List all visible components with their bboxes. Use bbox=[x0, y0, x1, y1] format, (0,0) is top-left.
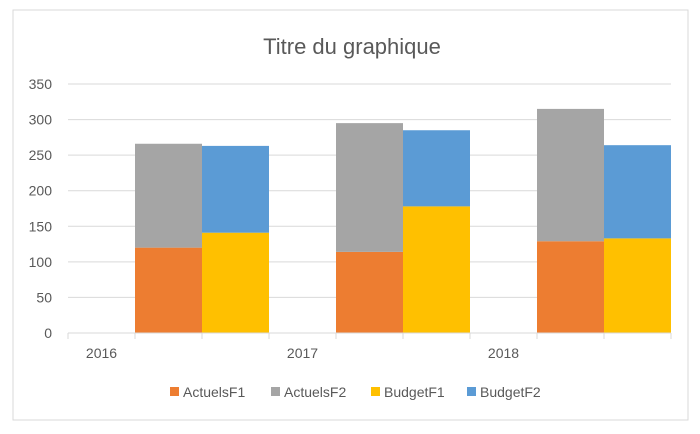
bar-budgetf2-2017 bbox=[403, 130, 470, 207]
y-tick-label: 350 bbox=[29, 76, 53, 92]
x-tick-label: 2017 bbox=[287, 345, 318, 361]
legend-label: ActuelsF2 bbox=[284, 384, 346, 400]
bar-actuelsf2-2018 bbox=[537, 108, 604, 242]
legend-swatch-actuelsf1 bbox=[170, 387, 179, 396]
bar-actuelsf1-2018 bbox=[537, 241, 604, 333]
bar-budgetf1-2016 bbox=[202, 232, 269, 333]
y-tick-label: 300 bbox=[29, 112, 53, 128]
x-tick-label: 2016 bbox=[86, 345, 117, 361]
legend-swatch-budgetf2 bbox=[467, 387, 476, 396]
bar-budgetf1-2018 bbox=[604, 238, 671, 333]
chart-title: Titre du graphique bbox=[263, 34, 441, 59]
y-tick-label: 0 bbox=[44, 325, 52, 341]
legend-label: ActuelsF1 bbox=[183, 384, 245, 400]
bar-actuelsf1-2017 bbox=[336, 251, 403, 333]
y-tick-label: 50 bbox=[36, 289, 52, 305]
bar-budgetf2-2018 bbox=[604, 145, 671, 239]
legend-label: BudgetF2 bbox=[480, 384, 541, 400]
legend-swatch-budgetf1 bbox=[371, 387, 380, 396]
y-tick-label: 150 bbox=[29, 218, 53, 234]
bar-actuelsf2-2017 bbox=[336, 123, 403, 252]
legend-label: BudgetF1 bbox=[384, 384, 445, 400]
y-tick-label: 250 bbox=[29, 147, 53, 163]
y-tick-label: 200 bbox=[29, 183, 53, 199]
bar-actuelsf1-2016 bbox=[135, 247, 202, 333]
bar-budgetf1-2017 bbox=[403, 206, 470, 333]
bar-actuelsf2-2016 bbox=[135, 143, 202, 248]
legend-swatch-actuelsf2 bbox=[271, 387, 280, 396]
x-tick-label: 2018 bbox=[488, 345, 519, 361]
bar-budgetf2-2016 bbox=[202, 145, 269, 233]
y-tick-label: 100 bbox=[29, 254, 53, 270]
